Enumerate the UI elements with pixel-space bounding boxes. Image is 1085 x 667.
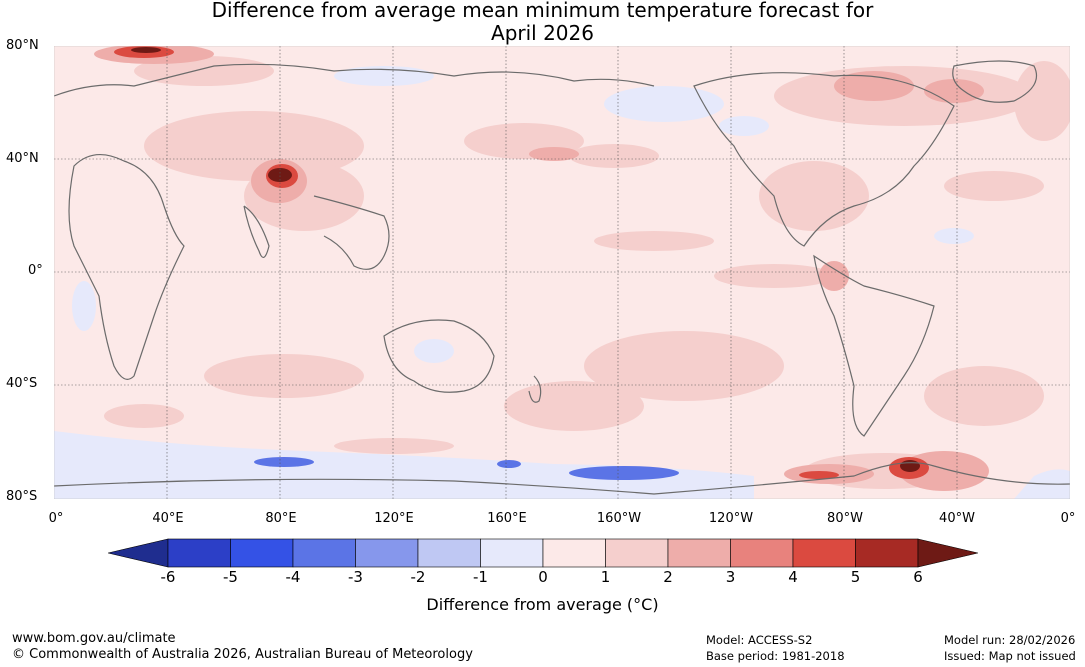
coastlines [54, 60, 1070, 495]
graticule [54, 46, 1070, 499]
lon-label-0-right: 0° [1060, 511, 1076, 526]
lon-label-120e: 120°E [374, 511, 414, 526]
lat-label-40n: 40°N [6, 151, 39, 166]
colorbar-tick-label: 2 [663, 568, 673, 586]
cool-anomaly-regions [54, 66, 1070, 499]
colorbar-tick-label: -2 [410, 568, 426, 586]
colorbar-segment [292, 538, 356, 568]
lon-label-40w: 40°W [939, 511, 975, 526]
footer-model: Model: ACCESS-S2 [706, 633, 813, 647]
colorbar-label: Difference from average (°C) [426, 595, 659, 614]
cold-anomaly-antarctica [254, 457, 679, 480]
map-title-line1: Difference from average mean minimum tem… [211, 0, 874, 22]
footer-model-run: Model run: 28/02/2026 [944, 633, 1076, 647]
lon-label-80e: 80°E [265, 511, 297, 526]
lon-label-160e: 160°E [487, 511, 527, 526]
lat-label-80n: 80°N [6, 38, 39, 53]
colorbar-extend-max [917, 538, 978, 568]
lat-label-equator: 0° [28, 263, 43, 278]
colorbar-tick-label: -3 [348, 568, 363, 586]
colorbar-segment [167, 538, 231, 568]
colorbar-tick-label: -1 [473, 568, 488, 586]
footer-issued: Issued: Map not issued [944, 649, 1076, 663]
colorbar-tick-label: 4 [788, 568, 798, 586]
world-map-icon [54, 46, 1070, 499]
colorbar-segment [230, 538, 294, 568]
colorbar-segment [792, 538, 856, 568]
lon-label-0-left: 0° [48, 511, 64, 526]
footer-website: www.bom.gov.au/climate [12, 631, 176, 646]
lon-label-80w: 80°W [827, 511, 863, 526]
colorbar-tick-label: 0 [538, 568, 548, 586]
lon-label-120w: 120°W [708, 511, 754, 526]
colorbar-segment [417, 538, 481, 568]
colorbar-tick-label: -6 [160, 568, 176, 586]
colorbar-tick-label: -4 [285, 568, 301, 586]
colorbar-extend-min [108, 538, 169, 568]
colorbar-tick-label: -5 [223, 568, 238, 586]
colorbar-tick-label: 3 [725, 568, 736, 586]
colorbar-segment [605, 538, 669, 568]
colorbar-tick-label: 1 [600, 568, 611, 586]
footer-copyright: © Commonwealth of Australia 2026, Austra… [12, 647, 473, 662]
lat-label-80s: 80°S [6, 489, 38, 504]
colorbar-tick-label: 5 [850, 568, 861, 586]
colorbar-segment [855, 538, 919, 568]
footer-base-period: Base period: 1981-2018 [706, 649, 845, 663]
colorbar-segment [667, 538, 731, 568]
colorbar-segment [355, 538, 419, 568]
colorbar-tick-label: 6 [913, 568, 923, 586]
lon-label-160w: 160°W [596, 511, 642, 526]
lon-label-40e: 40°E [152, 511, 184, 526]
colorbar-segment [542, 538, 606, 568]
colorbar-segment [730, 538, 794, 568]
colorbar-segment [480, 538, 544, 568]
map-title-line2: April 2026 [491, 21, 594, 45]
lat-label-40s: 40°S [6, 376, 38, 391]
colorbar [108, 538, 978, 568]
